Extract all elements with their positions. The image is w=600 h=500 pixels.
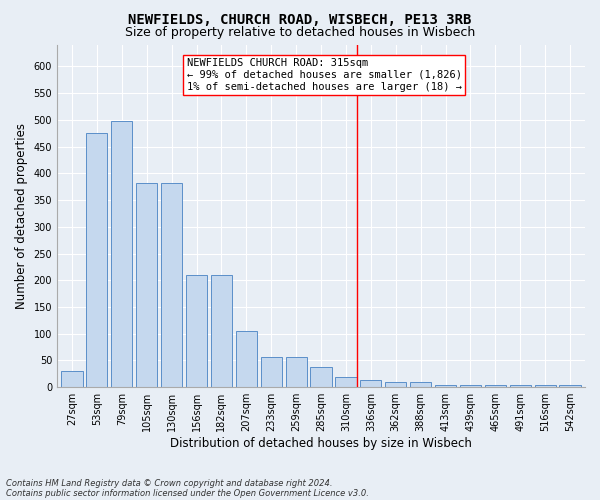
Bar xyxy=(435,384,456,387)
Bar xyxy=(111,121,133,387)
X-axis label: Distribution of detached houses by size in Wisbech: Distribution of detached houses by size … xyxy=(170,437,472,450)
Bar xyxy=(460,384,481,387)
Bar xyxy=(360,380,382,387)
Bar xyxy=(186,275,207,387)
Bar xyxy=(286,356,307,387)
Bar xyxy=(236,331,257,387)
Bar xyxy=(509,384,531,387)
Bar xyxy=(136,183,157,387)
Bar xyxy=(86,133,107,387)
Bar xyxy=(535,384,556,387)
Bar xyxy=(410,382,431,387)
Text: NEWFIELDS CHURCH ROAD: 315sqm
← 99% of detached houses are smaller (1,826)
1% of: NEWFIELDS CHURCH ROAD: 315sqm ← 99% of d… xyxy=(187,58,461,92)
Bar xyxy=(559,384,581,387)
Y-axis label: Number of detached properties: Number of detached properties xyxy=(15,123,28,309)
Text: Contains public sector information licensed under the Open Government Licence v3: Contains public sector information licen… xyxy=(6,488,369,498)
Text: Size of property relative to detached houses in Wisbech: Size of property relative to detached ho… xyxy=(125,26,475,39)
Bar xyxy=(211,275,232,387)
Bar xyxy=(485,384,506,387)
Bar xyxy=(385,382,406,387)
Text: NEWFIELDS, CHURCH ROAD, WISBECH, PE13 3RB: NEWFIELDS, CHURCH ROAD, WISBECH, PE13 3R… xyxy=(128,12,472,26)
Bar xyxy=(61,371,83,387)
Bar xyxy=(161,183,182,387)
Bar xyxy=(260,356,282,387)
Bar xyxy=(335,376,356,387)
Bar xyxy=(310,367,332,387)
Text: Contains HM Land Registry data © Crown copyright and database right 2024.: Contains HM Land Registry data © Crown c… xyxy=(6,478,332,488)
